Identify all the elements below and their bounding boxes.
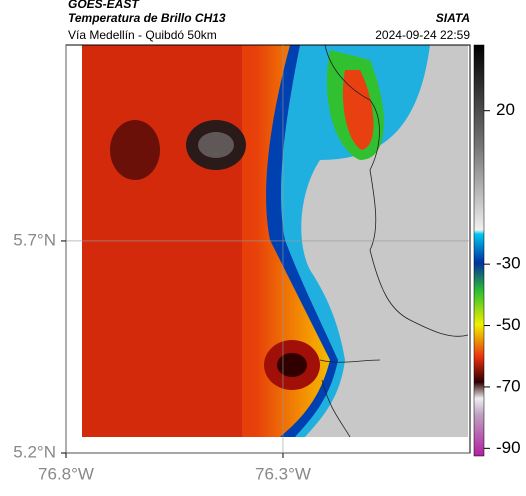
datetime: 2024-09-24 22:59 bbox=[375, 28, 470, 42]
cold-top-core bbox=[198, 132, 234, 158]
source: SIATA bbox=[436, 11, 470, 25]
y-tick-label: 5.2°N bbox=[13, 442, 56, 461]
cell-south-core bbox=[277, 353, 307, 377]
colorbar-label: -30 bbox=[496, 254, 521, 273]
title: Temperatura de Brillo CH13 bbox=[68, 11, 226, 25]
colorbar-label: -70 bbox=[496, 376, 521, 395]
colorbar-label: -90 bbox=[496, 438, 521, 457]
colorbar-label: 20 bbox=[496, 100, 515, 119]
colorbar-label: -50 bbox=[496, 315, 521, 334]
y-tick-label: 5.7°N bbox=[13, 230, 56, 249]
cell-north-core bbox=[342, 70, 374, 150]
x-tick-label: 76.3°W bbox=[255, 464, 311, 483]
subtitle: Vía Medellín - Quibdó 50km bbox=[68, 28, 217, 42]
dark-area bbox=[110, 120, 160, 180]
borders bbox=[319, 44, 469, 438]
colorbar bbox=[473, 44, 485, 457]
x-tick-label: 76.8°W bbox=[38, 464, 94, 483]
agency: GOES-EAST bbox=[68, 0, 140, 11]
